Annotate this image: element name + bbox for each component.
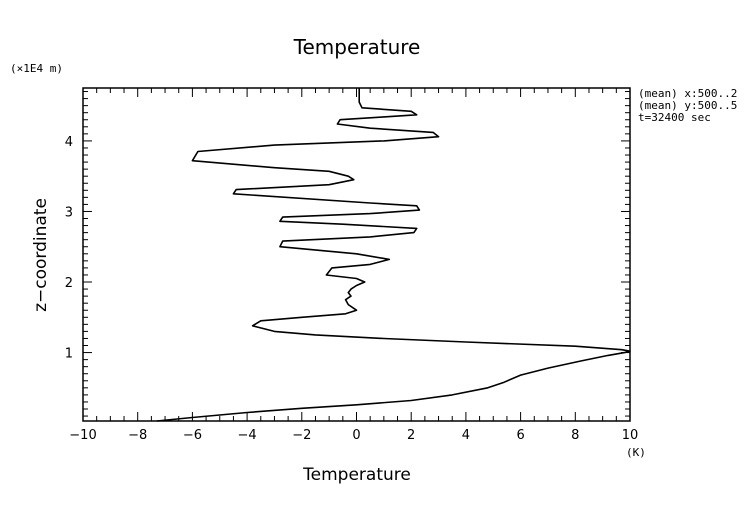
y-tick-label: 4: [65, 135, 73, 150]
x-tick-label: 4: [462, 428, 470, 443]
plot-annotations: (mean) x:500..2(mean) y:500..5t=32400 se…: [638, 87, 737, 124]
x-tick-label: −8: [128, 428, 147, 443]
x-tick-label: −2: [292, 428, 311, 443]
chart-title: Temperature: [293, 35, 421, 59]
y-axis-unit: (×1E4 m): [10, 62, 63, 75]
x-tick-label: 2: [407, 428, 415, 443]
x-tick-label: 0: [352, 428, 360, 443]
x-tick-label: 6: [516, 428, 524, 443]
annotation-line: t=32400 sec: [638, 111, 711, 124]
y-tick-label: 2: [65, 276, 73, 291]
x-tick-label: 8: [571, 428, 579, 443]
y-tick-label: 3: [65, 205, 73, 220]
x-axis-unit: (K): [626, 446, 646, 459]
annotation-line: (mean) x:500..2: [638, 87, 737, 100]
x-axis-label: Temperature: [302, 465, 411, 485]
y-axis-tick-labels: 1 2 3 4: [65, 135, 73, 362]
x-tick-label: −10: [69, 428, 96, 443]
temperature-profile-line: [156, 88, 631, 422]
y-axis-label: z−coordinate: [31, 198, 51, 312]
x-tick-label: 10: [622, 428, 639, 443]
y-tick-label: 1: [65, 347, 73, 362]
x-tick-label: −4: [238, 428, 257, 443]
series-layer: [156, 88, 631, 422]
y-axis-ticks: [83, 91, 630, 417]
x-axis-tick-labels: −10 −8 −6 −4 −2 0 2 4 6 8 10: [69, 428, 638, 443]
x-tick-label: −6: [183, 428, 202, 443]
annotation-line: (mean) y:500..5: [638, 99, 737, 112]
